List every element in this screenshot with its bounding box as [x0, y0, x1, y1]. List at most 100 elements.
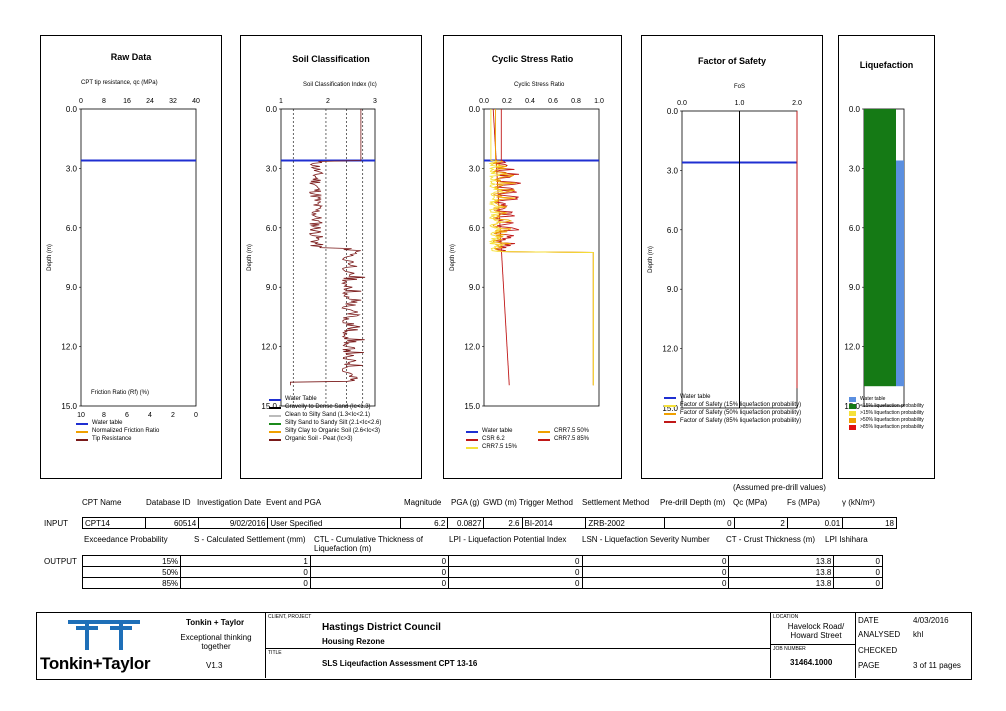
crr50-line — [491, 109, 594, 386]
raw-top-label: CPT tip resistance, qc (MPa) — [81, 80, 158, 86]
depth-tick: 12.0 — [464, 343, 480, 352]
output-cell: 0 — [448, 555, 583, 567]
input-cell: ZRB-2002 — [585, 517, 665, 529]
depth-tick: 12.0 — [844, 343, 860, 352]
fos-chart: 0.0 3.0 6.0 9.0 12.0 15.0 0.0 1.0 2.0 Depth (m) — [648, 100, 802, 413]
depth-tick: 15.0 — [662, 404, 678, 413]
output-cell: 0 — [180, 566, 311, 578]
output-table: 15% 1 0 0 0 13.8 0 50% 0 0 0 0 13.8 0 85% 0 0 0 0 13.8 0 — [81, 555, 883, 589]
liquefaction-bar — [896, 160, 904, 387]
depth-tick: 6.0 — [266, 224, 278, 233]
tb-location-label: LOCATION — [773, 614, 799, 620]
depth-tick: 3.0 — [849, 164, 861, 173]
output-header: LPI - Liquefaction Potential Index — [449, 535, 567, 544]
csr-panel: Cyclic Stress Ratio Cyclic Stress Ratio … — [443, 35, 622, 479]
depth-label: Depth (m) — [450, 244, 456, 271]
depth-tick: 6.0 — [849, 224, 861, 233]
raw-bottom-label: Friction Ratio (Rf) (%) — [91, 390, 150, 396]
depth-tick: 3.0 — [66, 164, 78, 173]
soil-chart: 0.0 3.0 6.0 9.0 12.0 15.0 1 2 3 Depth (m) — [247, 98, 377, 411]
logo-text: Tonkin+Taylor — [40, 654, 151, 673]
raw-legend: Water table Normalized Friction Ratio Ti… — [76, 420, 159, 444]
output-header: LPI Ishihara — [825, 535, 868, 544]
input-header: Database ID — [146, 498, 191, 507]
tb-client-label: CLIENT, PROJECT — [268, 614, 312, 620]
output-cell: 13.8 — [728, 566, 835, 578]
bottom-tick: 6 — [125, 412, 129, 419]
tb-title-label: TITLE — [268, 650, 282, 656]
input-header: Magnitude — [404, 498, 442, 507]
bottom-tick: 2 — [171, 412, 175, 419]
output-label: OUTPUT — [44, 557, 77, 566]
output-header: CT - Crust Thickness (m) — [726, 535, 816, 544]
tb-job: 31464.1000 — [790, 658, 833, 667]
depth-tick: 12.0 — [261, 343, 277, 352]
input-cell: User Specified — [267, 517, 402, 529]
depth-tick: 12.0 — [61, 343, 77, 352]
output-row: 85% 0 0 0 0 13.8 0 — [81, 577, 883, 589]
top-tick: 8 — [102, 98, 106, 105]
csr-legend: Water table CRR7.5 50% CSR 6.2 CRR7.5 85… — [466, 428, 616, 452]
input-header: Trigger Method — [519, 498, 573, 507]
depth-tick: 9.0 — [667, 285, 679, 294]
soil-classification-panel: Soil Classification Soil Classification … — [240, 35, 422, 479]
crr15-line — [488, 109, 594, 386]
top-tick: 32 — [169, 98, 177, 105]
csr-top-label: Cyclic Stress Ratio — [514, 82, 565, 88]
liq-legend: Water table <15% liquefaction probabilit… — [849, 396, 929, 431]
tb-project: Housing Rezone — [322, 637, 385, 646]
depth-tick: 3.0 — [266, 164, 278, 173]
input-header: γ (kN/m³) — [842, 498, 875, 507]
depth-tick: 12.0 — [662, 345, 678, 354]
input-header: Event and PGA — [266, 498, 322, 507]
bottom-tick: 10 — [77, 412, 85, 419]
depth-tick: 3.0 — [667, 166, 679, 175]
top-tick: 1.0 — [735, 100, 745, 107]
tb-title: SLS Liqeufaction Assessment CPT 13-16 — [322, 659, 478, 668]
depth-tick: 0.0 — [849, 105, 861, 114]
top-tick: 40 — [192, 98, 200, 105]
tb-company: Tonkin + Taylor — [186, 618, 245, 627]
bottom-tick: 8 — [102, 412, 106, 419]
soil-top-label: Soil Classification Index (Ic) — [303, 82, 377, 88]
output-cell: 1 — [180, 555, 311, 567]
output-cell: 13.8 — [728, 577, 835, 589]
input-table: CPT14 60514 9/02/2016 User Specified 6.2 0.08… — [82, 517, 897, 529]
top-tick: 0 — [79, 98, 83, 105]
input-cell: 0.01 — [786, 517, 844, 529]
output-cell: 0 — [309, 566, 450, 578]
input-cell: 60514 — [144, 517, 200, 529]
input-label: INPUT — [44, 519, 68, 528]
depth-tick: 0.0 — [667, 107, 679, 116]
liq-chart: 0.03.06.09.012.015.0 — [844, 105, 905, 411]
output-cell: 0 — [581, 566, 730, 578]
depth-tick: 6.0 — [667, 226, 679, 235]
output-cell: 0 — [833, 566, 883, 578]
tb-analysed: khl — [913, 630, 924, 639]
depth-tick: 0.0 — [66, 105, 78, 114]
input-cell: 2.6 — [483, 517, 523, 529]
tb-page: 3 of 11 pages — [913, 661, 961, 670]
depth-label: Depth (m) — [47, 244, 53, 271]
tb-page-label: PAGE — [858, 661, 880, 670]
tb-version: V1.3 — [206, 661, 223, 670]
liquefaction-panel: Liquefaction 0.03.06.09.012.015.0 Water … — [838, 35, 935, 479]
logo: Tonkin+Taylor — [40, 616, 166, 674]
output-cell: 13.8 — [728, 555, 835, 567]
crr85-line — [493, 109, 594, 386]
input-header: GWD (m) — [483, 498, 517, 507]
depth-tick: 6.0 — [66, 224, 78, 233]
top-tick: 0.0 — [479, 98, 489, 105]
output-header: LSN - Liquefaction Severity Number — [582, 535, 710, 544]
top-tick: 1 — [279, 98, 283, 105]
depth-tick: 3.0 — [469, 164, 481, 173]
input-cell: 0 — [663, 517, 735, 529]
output-cell: 0 — [581, 577, 730, 589]
soil-title: Soil Classification — [292, 54, 370, 64]
input-cell: 18 — [842, 517, 897, 529]
output-cell: 0 — [833, 577, 883, 589]
input-header: Qc (MPa) — [733, 498, 768, 507]
soil-legend: Water Table Gravelly to Dense Sand (Ic<1… — [269, 396, 409, 444]
depth-tick: 15.0 — [261, 402, 277, 411]
